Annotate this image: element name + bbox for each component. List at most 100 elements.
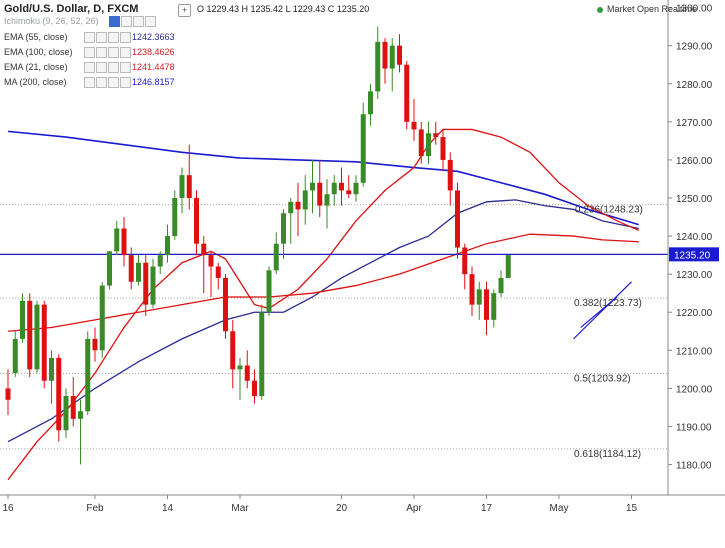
price-tag-label: 1235.20 xyxy=(674,250,711,261)
legend-row-ma200[interactable]: MA (200, close) 1246.8157 xyxy=(4,75,175,89)
market-status: Market Open Realtime xyxy=(596,4,697,14)
more-icon[interactable] xyxy=(108,32,119,44)
candle-body xyxy=(498,277,504,294)
candle-body xyxy=(194,198,199,244)
candle-body xyxy=(397,45,402,65)
legend-controls xyxy=(83,60,131,74)
y-tick-label: 1190.00 xyxy=(676,422,712,433)
eye-icon[interactable] xyxy=(84,62,95,74)
add-icon[interactable]: + xyxy=(178,4,191,17)
candle-body xyxy=(440,137,446,160)
candle-body xyxy=(259,312,265,396)
candle-body xyxy=(295,201,301,210)
candle-body xyxy=(165,236,170,256)
candle-body xyxy=(63,396,69,431)
candle-body xyxy=(368,91,373,115)
legend-row-ema100[interactable]: EMA (100, close) 1238.4626 xyxy=(4,45,175,59)
candle-body xyxy=(418,129,424,157)
candle-body xyxy=(172,198,178,237)
settings-icon[interactable] xyxy=(96,47,107,59)
legend-row-ema21[interactable]: EMA (21, close) 1241.4478 xyxy=(4,60,175,74)
x-tick-label: Mar xyxy=(231,503,249,514)
candle-body xyxy=(244,365,250,381)
candle-body xyxy=(27,300,33,370)
candle-body xyxy=(186,175,192,198)
market-status-text: Market Open Realtime xyxy=(606,4,697,14)
candle-body xyxy=(476,289,482,305)
status-dot-icon xyxy=(596,6,603,13)
x-tick-label: 14 xyxy=(162,503,174,514)
settings-icon[interactable] xyxy=(96,77,107,89)
candle-body xyxy=(252,380,257,396)
close-icon[interactable] xyxy=(120,32,131,44)
candle-body xyxy=(208,255,214,267)
candle-body xyxy=(34,304,40,370)
more-icon[interactable] xyxy=(108,62,119,74)
candle-body xyxy=(360,114,366,183)
trendline xyxy=(573,281,632,340)
candle-body xyxy=(92,338,98,351)
candle-body xyxy=(128,255,134,282)
x-tick-label: Apr xyxy=(406,503,422,514)
legend-row-ema55[interactable]: EMA (55, close) 1242.3663 xyxy=(4,30,175,44)
y-tick-label: 1240.00 xyxy=(676,232,713,243)
candle-body xyxy=(107,251,112,286)
eye-icon[interactable] xyxy=(84,32,95,44)
settings-icon[interactable] xyxy=(96,62,107,74)
series-line-ema21 xyxy=(7,128,640,481)
series-line-ema100 xyxy=(7,233,639,332)
legend-value: 1241.4478 xyxy=(132,62,175,72)
legend-label: EMA (100, close) xyxy=(4,47,73,57)
candle-body xyxy=(455,190,460,248)
fib-level-label: 0.5(1203.92) xyxy=(574,373,631,384)
close-icon[interactable] xyxy=(120,47,131,59)
ohlc-readout: O 1229.43 H 1235.42 L 1229.43 C 1235.20 xyxy=(197,4,370,14)
candle-body xyxy=(288,201,294,214)
close-icon[interactable] xyxy=(145,16,156,28)
candle-body xyxy=(136,262,141,282)
y-tick-label: 1230.00 xyxy=(676,270,713,281)
legend-label: EMA (55, close) xyxy=(4,32,68,42)
legend-controls xyxy=(108,14,156,28)
eye-icon[interactable] xyxy=(84,77,95,89)
fib-level-label: 0.382(1223.73) xyxy=(574,298,642,309)
more-icon[interactable] xyxy=(108,77,119,89)
close-icon[interactable] xyxy=(120,77,131,89)
candle-body xyxy=(157,255,163,267)
eye-icon[interactable] xyxy=(109,16,120,28)
candle-body xyxy=(433,133,439,138)
candle-body xyxy=(266,270,272,313)
trendline xyxy=(580,296,618,328)
candle-body xyxy=(353,182,359,195)
settings-icon[interactable] xyxy=(96,32,107,44)
y-tick-label: 1300.00 xyxy=(676,4,713,15)
eye-icon[interactable] xyxy=(84,47,95,59)
candle-body xyxy=(281,213,286,244)
legend-label: MA (200, close) xyxy=(4,77,67,87)
close-icon[interactable] xyxy=(120,62,131,74)
candle-body xyxy=(20,300,25,339)
candle-body xyxy=(447,159,453,191)
x-tick-label: May xyxy=(550,503,569,514)
symbol-title: Gold/U.S. Dollar, D, FXCM xyxy=(4,3,139,15)
candle-body xyxy=(5,388,11,400)
candle-body xyxy=(237,365,243,370)
candle-body xyxy=(114,228,120,252)
y-tick-label: 1250.00 xyxy=(676,194,713,205)
candle-body xyxy=(331,182,337,195)
x-tick-label: 17 xyxy=(481,503,493,514)
x-tick-label: 20 xyxy=(336,503,348,514)
candle-body xyxy=(78,411,83,419)
candle-body xyxy=(426,133,431,157)
y-tick-label: 1290.00 xyxy=(676,42,713,53)
legend-row-ichimoku[interactable]: Ichimoku (9, 26, 52, 26) xyxy=(4,14,156,28)
more-icon[interactable] xyxy=(108,47,119,59)
y-tick-label: 1260.00 xyxy=(676,156,713,167)
legend-label: EMA (21, close) xyxy=(4,62,68,72)
more-icon[interactable] xyxy=(133,16,144,28)
y-tick-label: 1200.00 xyxy=(676,384,713,395)
x-tick-label: Feb xyxy=(86,503,104,514)
settings-icon[interactable] xyxy=(121,16,132,28)
candle-body xyxy=(324,194,330,206)
candle-body xyxy=(382,41,388,69)
